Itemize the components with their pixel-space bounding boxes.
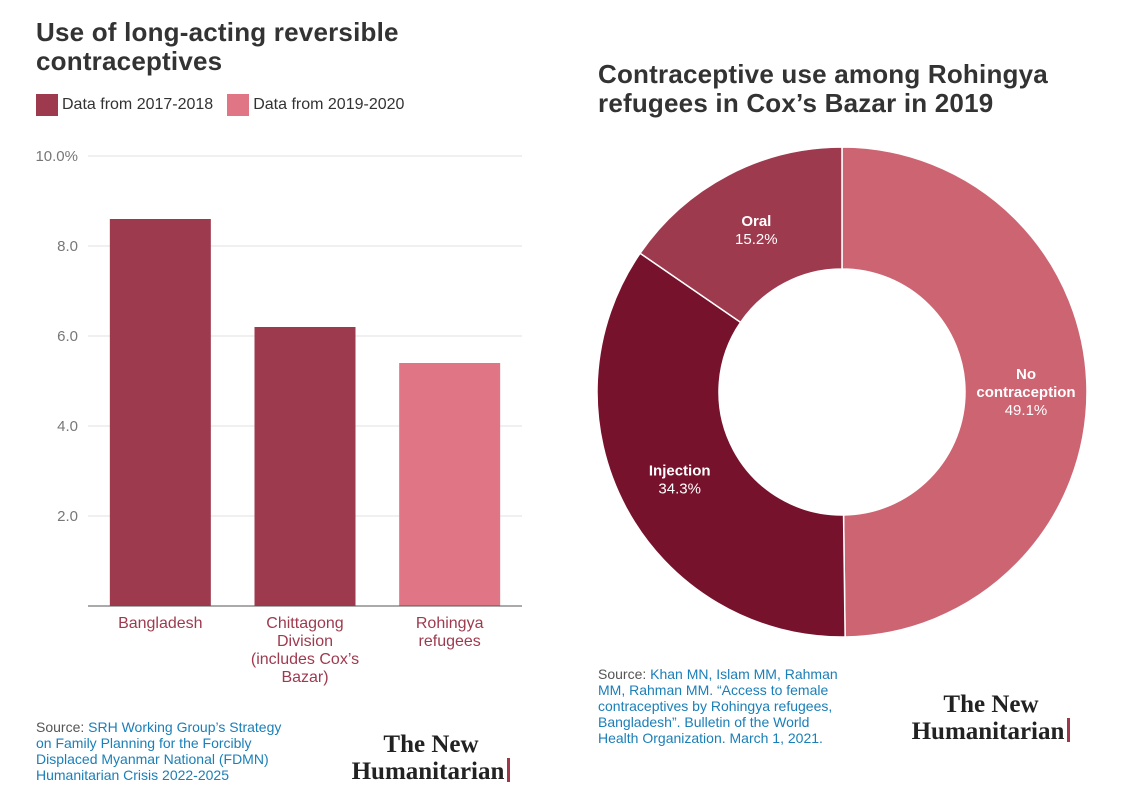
y-tick-label-0: 2.0 xyxy=(57,508,78,525)
legend-item-2019-2020: Data from 2019-2020 xyxy=(227,94,404,116)
donut-label-2-0: Oral xyxy=(741,213,771,230)
category-label-1-2: (includes Cox’s xyxy=(251,651,359,668)
legend-label-2017-2018: Data from 2017-2018 xyxy=(62,96,214,113)
donut-value-label-1: 34.3% xyxy=(658,481,701,498)
logo-right-line2: Humanitarian xyxy=(911,718,1065,745)
left-chart-legend: Data from 2017-2018 Data from 2019-2020 xyxy=(36,94,418,116)
logo-left-line1: The New xyxy=(383,731,479,758)
left-source-prefix: Source: xyxy=(36,719,89,735)
left-source-line-2[interactable]: on Family Planning for the Forcibly xyxy=(36,735,252,751)
bar-chart: 2.0 4.0 6.0 8.0 10.0% Bangladesh ChittagongDiv… xyxy=(35,148,522,686)
donut-label-0-1: contraception xyxy=(976,384,1075,401)
logo-right-line1: The New xyxy=(943,691,1039,718)
left-source-line-1[interactable]: SRH Working Group’s Strategy xyxy=(88,719,282,735)
y-tick-label-2: 6.0 xyxy=(57,328,78,345)
logo-left-line2: Humanitarian xyxy=(351,758,505,785)
left-chart-title-line2: contraceptives xyxy=(36,46,223,76)
right-source-line-3[interactable]: contraceptives by Rohingya refugees, xyxy=(598,698,833,714)
y-tick-label-3: 8.0 xyxy=(57,238,78,255)
left-chart-title-line1: Use of long-acting reversible xyxy=(36,17,399,47)
right-source-line-4[interactable]: Bangladesh”. Bulletin of the World xyxy=(598,714,810,730)
donut-value-label-2: 15.2% xyxy=(735,231,778,248)
category-label-1-3: Bazar) xyxy=(281,669,328,686)
donut-slice-1 xyxy=(596,252,846,638)
donut-slice-0 xyxy=(841,146,1088,638)
right-chart-title-line2: refugees in Cox’s Bazar in 2019 xyxy=(598,88,994,118)
category-label-1-0: Chittagong xyxy=(266,615,343,632)
category-label-2-1: refugees xyxy=(419,633,481,650)
donut-label-1-0: Injection xyxy=(649,463,711,480)
left-source-line-4[interactable]: Humanitarian Crisis 2022-2025 xyxy=(36,767,229,783)
logo-right: The New Humanitarian xyxy=(894,692,1088,745)
legend-swatch-2017-2018 xyxy=(36,94,58,116)
right-source-line-2[interactable]: MM, Rahman MM. “Access to female xyxy=(598,682,829,698)
y-tick-label-4: 10.0% xyxy=(35,148,78,165)
right-chart-title: Contraceptive use among Rohingya refugee… xyxy=(598,60,1048,118)
bar-2 xyxy=(399,363,501,606)
left-chart-source: Source: SRH Working Group’s Strategy on … xyxy=(36,719,336,783)
legend-label-2019-2020: Data from 2019-2020 xyxy=(253,96,405,113)
right-source-line-5[interactable]: Health Organization. March 1, 2021. xyxy=(598,730,823,746)
left-source-line-3[interactable]: Displaced Myanmar National (FDMN) xyxy=(36,751,269,767)
logo-right-bar xyxy=(1067,718,1071,742)
category-label-2-0: Rohingya xyxy=(416,615,484,632)
logo-left: The New Humanitarian xyxy=(334,732,528,785)
logo-left-bar xyxy=(507,758,511,782)
right-source-line-1[interactable]: Khan MN, Islam MM, Rahman xyxy=(650,666,838,682)
right-source-prefix: Source: xyxy=(598,666,651,682)
donut-slice-2 xyxy=(639,146,843,324)
bar-0 xyxy=(109,219,211,606)
bar-1 xyxy=(254,327,356,606)
category-label-0-0: Bangladesh xyxy=(118,615,203,632)
y-tick-label-1: 4.0 xyxy=(57,418,78,435)
legend-swatch-2019-2020 xyxy=(227,94,250,116)
right-chart-title-line1: Contraceptive use among Rohingya xyxy=(598,59,1048,89)
left-chart-title: Use of long-acting reversible contracept… xyxy=(36,18,399,76)
legend-item-2017-2018: Data from 2017-2018 xyxy=(36,94,213,116)
donut-label-0-0: No xyxy=(1016,366,1036,383)
right-chart-source: Source: Khan MN, Islam MM, Rahman MM, Ra… xyxy=(598,666,888,746)
category-label-1-1: Division xyxy=(277,633,333,650)
donut-value-label-0: 49.1% xyxy=(1005,402,1048,419)
